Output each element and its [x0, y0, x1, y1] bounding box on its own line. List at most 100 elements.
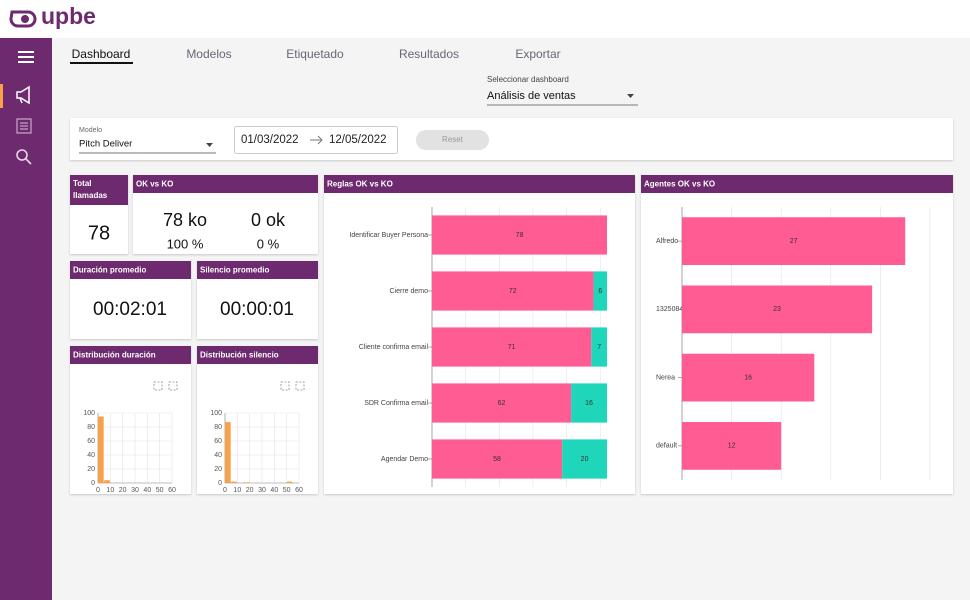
bar-value-label: 71 — [508, 344, 516, 351]
bar-segment — [432, 215, 608, 255]
filter-card — [70, 118, 953, 160]
x-tick-label: 20 — [246, 487, 254, 494]
date-to[interactable]: 12/05/2022 — [329, 134, 387, 146]
bar-value-label: 6 — [598, 288, 602, 295]
bar-segment — [432, 271, 594, 311]
reset-zoom-icon[interactable] — [168, 381, 178, 391]
bar-value-label: 16 — [744, 374, 752, 381]
bar-segment — [432, 383, 572, 423]
logo: upbe — [41, 3, 96, 29]
y-tick-label: 80 — [214, 424, 222, 431]
bar-value-label: 27 — [790, 238, 798, 245]
bar-segment — [562, 439, 608, 479]
histogram-bar — [104, 480, 110, 483]
category-label: Nerea — [656, 374, 675, 381]
card-title: Agentes OK vs KO — [644, 180, 715, 189]
cards: Total llamadas 78 OK vs KO 78 ko 0 ok 100 % 0 … — [70, 175, 953, 494]
select-label: Seleccionar dashboard — [487, 75, 569, 84]
histogram-bar — [98, 416, 104, 483]
logo-icon — [9, 10, 37, 28]
y-tick-label: 20 — [214, 466, 222, 473]
histogram-bar — [243, 482, 250, 483]
bar-value-label: 23 — [773, 306, 781, 313]
x-tick-label: 30 — [258, 487, 266, 494]
tab[interactable]: Modelos — [186, 47, 231, 61]
x-tick-label: 30 — [131, 487, 139, 494]
y-tick-label: 80 — [87, 424, 95, 431]
tab[interactable]: Exportar — [515, 47, 560, 61]
category-label: default — [656, 443, 677, 450]
y-tick-label: 0 — [91, 480, 95, 487]
y-tick-label: 0 — [218, 480, 222, 487]
ok-percent: 0 % — [257, 236, 280, 251]
tab[interactable]: Resultados — [399, 47, 459, 61]
select-value[interactable]: Análisis de ventas — [487, 90, 576, 102]
menu-icon[interactable] — [18, 51, 34, 63]
card-header — [133, 175, 318, 193]
search-icon[interactable] — [16, 149, 32, 165]
list-icon[interactable] — [16, 118, 32, 134]
duration-value: 00:02:01 — [93, 299, 167, 320]
y-tick-label: 100 — [83, 410, 95, 417]
bar-segment — [682, 421, 782, 470]
card-title: Reglas OK vs KO — [327, 180, 393, 189]
card-header — [197, 261, 318, 279]
category-label: 1325084 — [656, 306, 683, 313]
reset-zoom-icon[interactable] — [295, 381, 305, 391]
y-tick-label: 60 — [214, 438, 222, 445]
category-label: Cliente confirma email — [359, 344, 429, 351]
reset-button[interactable] — [416, 130, 489, 150]
y-tick-label: 100 — [210, 410, 222, 417]
card-title: Distribución duración — [73, 351, 156, 360]
bar-value-label: 78 — [516, 232, 524, 239]
card-title: Silencio promedio — [200, 266, 269, 275]
campaign-icon[interactable] — [16, 85, 30, 105]
bar-value-label: 7 — [597, 344, 601, 351]
ko-percent: 100 % — [167, 236, 204, 251]
category-label: Alfredo — [656, 238, 678, 245]
card-header — [70, 261, 191, 279]
model-label: Modelo — [79, 127, 102, 134]
card — [70, 346, 191, 494]
card-header — [641, 175, 953, 193]
card-title: Distribución silencio — [200, 351, 279, 360]
bar-segment — [591, 327, 608, 367]
card-header — [70, 175, 128, 205]
category-label: Agendar Demo — [381, 456, 428, 463]
select-arrow — [627, 94, 634, 98]
x-tick-label: 40 — [270, 487, 278, 494]
x-tick-label: 10 — [106, 487, 114, 494]
card-header — [324, 175, 635, 193]
card-title-box: Total llamadas — [73, 179, 108, 200]
tab[interactable]: Etiquetado — [286, 47, 344, 61]
bar-segment — [432, 327, 592, 367]
y-tick-label: 40 — [87, 452, 95, 459]
bar-segment — [682, 353, 815, 402]
bar-value-label: 16 — [585, 400, 593, 407]
category-label: Identificar Buyer Persona — [349, 232, 428, 239]
x-tick-label: 0 — [96, 487, 100, 494]
y-tick-label: 20 — [87, 466, 95, 473]
tab[interactable]: Dashboard — [72, 47, 131, 61]
total-calls-value: 78 — [88, 222, 110, 244]
bar-value-label: 12 — [728, 443, 736, 450]
reset-label[interactable]: Reset — [442, 135, 464, 144]
card-title: Duración promedio — [73, 266, 146, 275]
x-tick-label: 0 — [223, 487, 227, 494]
x-tick-label: 10 — [233, 487, 241, 494]
zoom-icon[interactable] — [153, 381, 163, 391]
date-from[interactable]: 01/03/2022 — [241, 134, 299, 146]
card-header — [70, 346, 191, 364]
card-title: Total llamadas — [73, 179, 108, 200]
card-header — [197, 346, 318, 364]
ok-count: 0 ok — [251, 210, 286, 230]
bar-value-label: 20 — [581, 456, 589, 463]
sidebar — [0, 38, 52, 600]
model-select[interactable]: Pitch Deliver — [79, 139, 132, 150]
card — [197, 346, 318, 494]
bar-segment — [682, 217, 906, 266]
bar-segment — [593, 271, 608, 311]
bar-value-label: 62 — [498, 400, 506, 407]
zoom-icon[interactable] — [280, 381, 290, 391]
